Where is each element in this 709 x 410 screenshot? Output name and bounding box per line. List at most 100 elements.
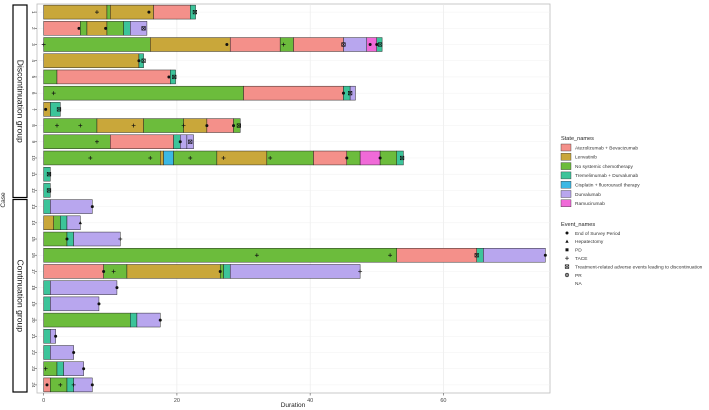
event-triangle-shape [565,239,569,243]
event-marker-tace [58,382,63,387]
event-marker-end-of-survey-period [378,156,382,160]
event-marker-end-of-survey-period [543,253,547,257]
x-tick-label: 20 [174,398,180,404]
event-box-cross-shape [341,42,346,47]
group-bracket-box [12,4,28,199]
state-legend-title: State_names [561,136,594,142]
legend-label-na: NA [575,281,582,287]
event-marker-tace [268,156,273,160]
event-box-shape [46,188,52,193]
bar-segment-atezolizumab-bevacizumab [56,69,171,85]
y-tick-label: 18 [31,285,36,291]
event-box-shape [474,253,479,258]
bar-segment-no-systemic-chemotherapy [43,134,111,149]
event-marker-treatment-related-adverse-events-leading-to-discontinuation [192,10,197,15]
event-marker-tace [118,237,123,241]
bar-segment-lenvatinib [43,53,140,68]
event-marker-treatment-related-adverse-events-leading-to-discontinuation [474,253,479,258]
bar-segment-durvalumab [349,85,356,101]
legend-label-lenvatinib: Lenvatinib [575,155,597,161]
bar-segment-lenvatinib [96,118,144,133]
event-circle-shape [341,91,345,95]
event-marker-tace [43,366,48,371]
event-box-cross-shape [378,42,383,47]
bar-segment-no-systemic-chemotherapy [106,4,111,20]
events-layer [41,10,547,387]
event-square-shape [565,248,569,252]
legend-symbol-tace [565,256,569,261]
event-plus-shape [188,156,193,160]
bar-segment-atezolizumab-bevacizumab [229,37,281,52]
event-marker-end-of-survey-period [167,75,171,79]
event-marker-tace [41,42,46,47]
event-marker-end-of-survey-period [90,383,94,387]
event-box-shape [192,10,197,15]
bar-segment-durvalumab [483,248,546,263]
bar-segment-no-systemic-chemotherapy [106,21,124,36]
event-circle-shape [232,124,236,128]
event-marker-end-of-survey-period [115,286,119,290]
event-box-shape [399,155,405,161]
event-marker-end-of-survey-period [375,43,379,47]
event-box-shape [56,107,62,112]
legend-label-atezolizumab-bevacizumab: Atezolizumab + Bevacizumab [575,145,638,151]
group-brackets: Discontinuation group Continuation group [12,4,28,393]
group-label: Discontinuation group [16,60,26,143]
event-marker-tace [55,123,59,128]
event-marker-tace [111,269,116,274]
event-marker-treatment-related-adverse-events-leading-to-discontinuation [188,139,193,144]
bar-segment-atezolizumab-bevacizumab [313,150,348,166]
bar-segment-tremelimumab-durvalumab [56,361,64,376]
event-circle-shape [378,156,382,160]
event-marker-treatment-related-adverse-events-leading-to-discontinuation [46,188,52,193]
y-tick-label: 11 [31,172,36,177]
legend-label-tace: TACE [575,256,587,262]
event-box-cross-shape [141,58,146,63]
bar-segment-no-systemic-chemotherapy [43,37,151,52]
event-plus-shape [111,269,116,274]
event-marker-treatment-related-adverse-events-leading-to-discontinuation [56,107,62,112]
bar-segment-durvalumab [50,345,74,360]
event-plus-shape [58,382,63,387]
event-box-shape [236,123,241,128]
event-marker-end-of-survey-period [102,269,106,273]
event-marker-treatment-related-adverse-events-leading-to-discontinuation [378,42,383,47]
event-box-shape [46,172,52,177]
bar-segment-lenvatinib [43,215,54,231]
event-circle-shape [147,10,151,14]
event-circle-shape [368,43,372,47]
legend-symbol-hepatectomy [565,239,569,243]
event-marker-treatment-related-adverse-events-leading-to-discontinuation [141,26,146,31]
event-box-shape [141,58,146,63]
legend-symbol-end-of-survey-period [565,231,569,235]
bar-segment-atezolizumab-bevacizumab [110,134,174,149]
legend-symbol-pd [565,248,569,252]
event-circle-shape [44,107,48,111]
bar-segment-tremelimumab-durvalumab [170,69,176,85]
event-marker-treatment-related-adverse-events-leading-to-discontinuation [236,123,241,128]
bar-segment-lenvatinib [160,150,164,166]
y-tick-label: 4 [31,59,36,62]
bar-segment-durvalumab [50,199,93,214]
event-circle-shape [543,253,547,257]
bar-segment-durvalumab [229,264,361,279]
bar-segment-tremelimumab-durvalumab [43,199,51,214]
bar-segment-no-systemic-chemotherapy [43,248,397,263]
bar-segment-durvalumab [73,231,121,247]
event-box-cross-shape [56,107,61,112]
event-circle-shape [137,59,141,63]
event-plus-shape [358,269,363,274]
legend-swatch-atezolizumab-bevacizumab [560,143,572,152]
bar-segment-tremelimumab-durvalumab [476,248,484,263]
y-tick-label: 8 [31,124,36,127]
event-marker-treatment-related-adverse-events-leading-to-discontinuation [348,91,353,96]
bar-segment-lenvatinib [126,264,221,279]
event-plus-shape [95,10,99,15]
y-tick-label: 6 [31,92,36,95]
event-marker-tace [131,123,136,128]
y-tick-label: 9 [31,140,36,143]
event-marker-tace [148,156,153,160]
event-marker-end-of-survey-period [65,237,69,241]
plot-panel [36,3,551,394]
event-legend-title: Event_names [561,222,595,228]
